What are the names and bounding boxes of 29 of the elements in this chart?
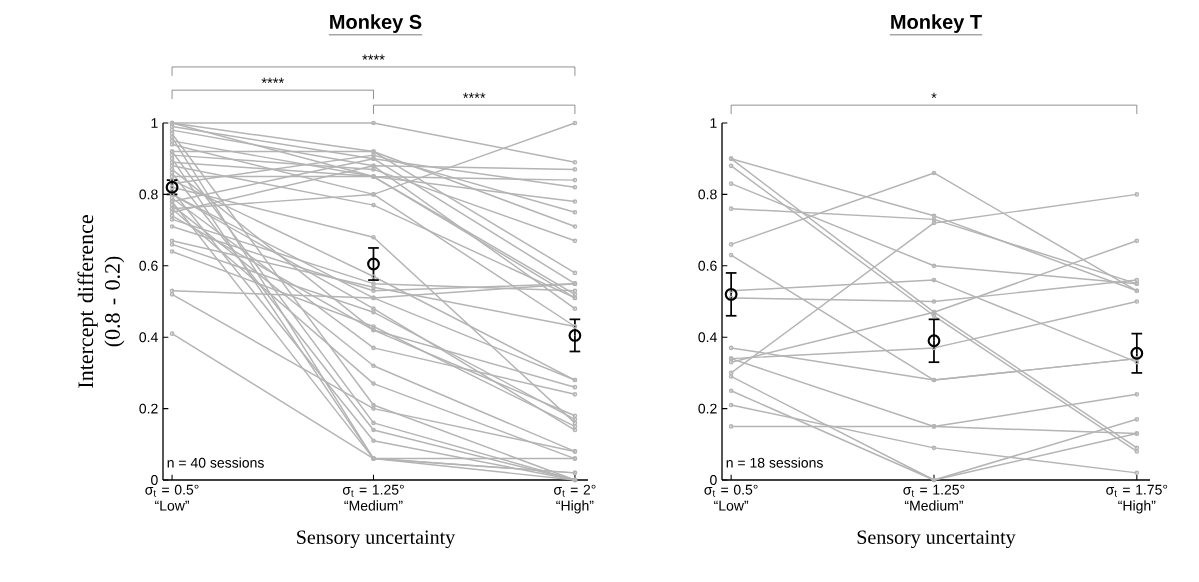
x-tick-label: σ$_{t}$ = 0.5° “Low”	[145, 484, 199, 511]
y-tick-label: 0.4	[139, 332, 158, 343]
y-tick-label: 0.6	[698, 260, 717, 271]
annotation: n = 40 sessions	[167, 457, 264, 468]
text: ****	[261, 77, 284, 83]
chart-title: Monkey T	[891, 14, 982, 33]
x-tick-label: σ$_{t}$ = 1.25° “Medium”	[903, 484, 965, 511]
x-tick-label: σ$_{t}$ = 1.75° “High”	[1106, 484, 1168, 514]
x-axis-title: Sensory uncertainty	[857, 530, 1016, 549]
y-tick-label: 0.6	[139, 260, 158, 271]
y-tick-label: 1	[151, 118, 158, 128]
y-tick-label: 0	[710, 475, 717, 485]
y-tick-label: 1	[710, 118, 717, 128]
y-axis-title: Intercept difference (0.8 - 0.2)	[77, 215, 125, 388]
y-tick-label: 0.8	[139, 189, 158, 200]
text: ****	[362, 54, 385, 60]
x-tick-label: σ$_{t}$ = 2° “High”	[554, 484, 596, 514]
text: *	[931, 92, 937, 98]
y-tick-label: 0.2	[698, 403, 717, 414]
annotation: n = 18 sessions	[726, 457, 823, 468]
x-tick-label: σ$_{t}$ = 0.5° “Low”	[704, 484, 758, 511]
chart-title: Monkey S	[330, 14, 422, 33]
x-tick-label: σ$_{t}$ = 1.25° “Medium”	[342, 484, 404, 511]
text: ****	[463, 92, 486, 98]
x-axis-title: Sensory uncertainty	[297, 530, 456, 549]
y-tick-label: 0.2	[139, 403, 158, 414]
y-tick-label: 0	[151, 475, 158, 485]
y-tick-label: 0.8	[698, 189, 717, 200]
y-tick-label: 0.4	[698, 332, 717, 343]
